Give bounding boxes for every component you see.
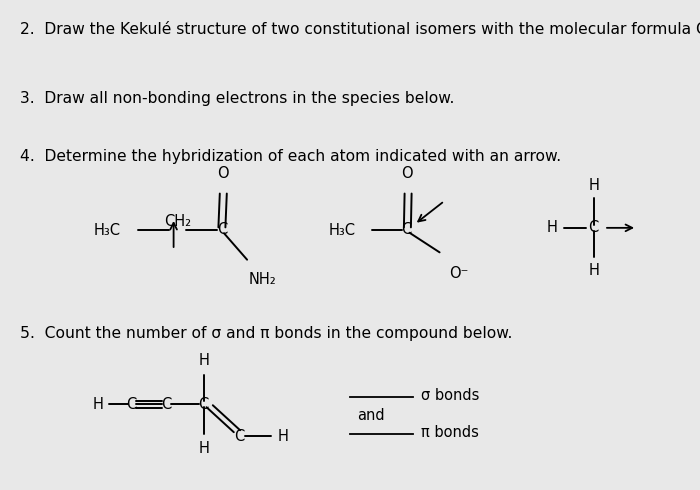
- Text: C: C: [127, 397, 136, 412]
- Text: H₃C: H₃C: [328, 223, 356, 238]
- Text: 5.  Count the number of σ and π bonds in the compound below.: 5. Count the number of σ and π bonds in …: [20, 326, 512, 341]
- Text: H₃C: H₃C: [94, 223, 121, 238]
- Text: 3.  Draw all non-bonding electrons in the species below.: 3. Draw all non-bonding electrons in the…: [20, 91, 454, 106]
- Text: H: H: [92, 397, 104, 412]
- Text: and: and: [357, 408, 384, 423]
- Text: C: C: [198, 397, 208, 412]
- Text: 4.  Determine the hybridization of each atom indicated with an arrow.: 4. Determine the hybridization of each a…: [20, 149, 561, 165]
- Text: H: H: [547, 220, 558, 235]
- Text: 2.  Draw the Kekulé structure of two constitutional isomers with the molecular f: 2. Draw the Kekulé structure of two cons…: [20, 22, 700, 37]
- Text: O: O: [402, 166, 413, 181]
- Text: H: H: [278, 429, 289, 443]
- Text: C: C: [402, 222, 412, 237]
- Text: NH₂: NH₂: [248, 272, 276, 288]
- Text: H: H: [588, 263, 599, 278]
- Text: C: C: [217, 222, 227, 237]
- Text: H: H: [199, 352, 210, 368]
- Text: σ bonds: σ bonds: [421, 389, 480, 403]
- Text: C: C: [588, 220, 598, 235]
- Text: CH₂: CH₂: [164, 214, 191, 229]
- Text: π bonds: π bonds: [421, 425, 480, 440]
- Text: H: H: [588, 177, 599, 193]
- Text: O⁻: O⁻: [449, 266, 469, 281]
- Text: C: C: [162, 397, 172, 412]
- Text: C: C: [234, 429, 244, 443]
- Text: H: H: [199, 441, 210, 456]
- Text: O: O: [218, 166, 229, 181]
